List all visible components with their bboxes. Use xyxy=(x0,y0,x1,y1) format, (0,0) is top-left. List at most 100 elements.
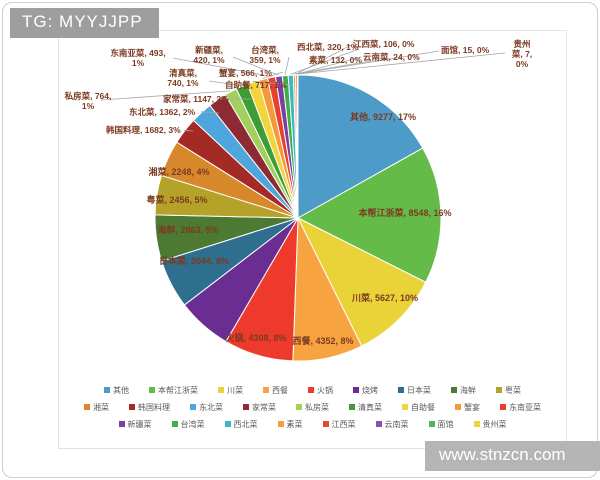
legend-item: 烧烤 xyxy=(353,385,378,396)
legend-label: 其他 xyxy=(113,385,129,395)
leader-line xyxy=(296,44,352,75)
data-label-inside: 本帮江浙菜, 8548, 16% xyxy=(358,208,452,218)
legend-swatch-icon xyxy=(84,404,90,410)
data-label-line: 清真菜, xyxy=(169,68,197,78)
leader-line xyxy=(294,60,372,75)
legend-swatch-icon xyxy=(473,421,480,427)
legend-swatch-icon xyxy=(322,421,329,427)
legend-item: 家常菜 xyxy=(243,402,276,413)
legend-label: 云南菜 xyxy=(384,419,409,429)
leader-line xyxy=(172,57,272,77)
legend-label: 素菜 xyxy=(286,419,303,429)
pie-chart xyxy=(100,44,506,362)
data-label-inside: 川菜, 5627, 10% xyxy=(351,293,419,303)
legend-item: 海鲜 xyxy=(451,385,476,396)
legend-item: 新疆菜 xyxy=(118,419,152,430)
legend-label: 清真菜 xyxy=(358,402,382,412)
data-label-outside: 家常菜, 1147, 2% xyxy=(163,94,229,104)
leader-line xyxy=(200,111,220,114)
data-label-outside: 清真菜, 740, 1% xyxy=(161,68,205,88)
data-label-line: 1% xyxy=(81,101,95,111)
data-label-outside: 东南亚菜, 493, 1% xyxy=(105,48,171,68)
legend-swatch-icon xyxy=(496,387,502,393)
legend-label: 东北菜 xyxy=(199,402,223,412)
legend-label: 西餐 xyxy=(272,385,288,395)
leader-line xyxy=(232,56,279,76)
legend-swatch-icon xyxy=(224,421,231,427)
data-label-outside: 蟹宴, 566, 1% xyxy=(219,68,272,78)
legend-swatch-icon xyxy=(218,387,224,393)
legend-label: 私房菜 xyxy=(305,402,329,412)
legend-item: 川菜 xyxy=(218,385,243,396)
data-label-inside: 海鲜, 2863, 5% xyxy=(157,225,219,235)
data-label-outside: 自助餐, 717, 1% xyxy=(225,80,287,90)
legend-item: 蟹宴 xyxy=(455,402,480,413)
data-label-line: 420, 1% xyxy=(193,55,225,65)
legend-swatch-icon xyxy=(455,404,461,410)
legend-swatch-icon xyxy=(296,404,302,410)
legend-swatch-icon xyxy=(190,404,196,410)
legend-label: 川菜 xyxy=(227,385,243,395)
legend-row: 湘菜 韩国料理 东北菜 家常菜 私房菜 清真菜 自助餐 蟹宴 东南亚菜 xyxy=(59,400,566,414)
legend-label: 湘菜 xyxy=(93,402,109,412)
leader-line xyxy=(290,48,360,75)
legend-swatch-icon xyxy=(129,404,135,410)
data-label-outside: 东北菜, 1362, 2% xyxy=(129,107,196,117)
legend-item: 面馆 xyxy=(428,419,454,430)
pie-slice xyxy=(296,216,427,347)
leader-line xyxy=(262,71,284,79)
data-label-inside: 日本菜, 3044, 6% xyxy=(158,256,230,266)
legend-label: 蟹宴 xyxy=(464,402,480,412)
data-label-outside: 新疆菜, 420, 1% xyxy=(187,45,231,65)
legend-item: 西北菜 xyxy=(224,419,258,430)
chart-frame: 其他, 9277, 17% 本帮江浙菜, 8548, 16% 川菜, 5627, 1… xyxy=(58,30,567,449)
legend-item: 私房菜 xyxy=(296,402,329,413)
legend-item: 台湾菜 xyxy=(171,419,205,430)
legend-label: 海鲜 xyxy=(460,385,476,395)
legend-swatch-icon xyxy=(451,387,457,393)
data-label-outside: 私房菜, 764, 1% xyxy=(61,91,115,111)
legend-label: 韩国料理 xyxy=(138,402,170,412)
data-label-inside: 湘菜, 2248, 4% xyxy=(148,167,210,177)
data-label-line: 贵州 xyxy=(513,39,531,49)
legend-swatch-icon xyxy=(500,404,506,410)
data-label-line: 359, 1% xyxy=(249,55,281,65)
legend-swatch-icon xyxy=(243,404,249,410)
data-label-inside: 西餐, 4352, 8% xyxy=(292,336,354,346)
watermark-badge: www.stnzcn.com xyxy=(425,441,600,472)
legend-swatch-icon xyxy=(402,404,408,410)
legend-label: 粤菜 xyxy=(505,385,521,395)
legend-label: 家常菜 xyxy=(252,402,276,412)
data-label-line: 私房菜, 764, xyxy=(64,91,112,101)
legend-label: 本帮江浙菜 xyxy=(158,385,198,395)
legend-label: 日本菜 xyxy=(407,385,431,395)
data-label-outside: 江西菜, 106, 0% xyxy=(353,39,415,49)
legend-item: 素菜 xyxy=(277,419,303,430)
legend-swatch-icon xyxy=(263,387,269,393)
data-label-line: 东南亚菜, 493, xyxy=(110,48,166,58)
legend-swatch-icon xyxy=(353,387,359,393)
legend-item: 自助餐 xyxy=(402,402,435,413)
legend-item: 粤菜 xyxy=(496,385,521,396)
legend-label: 东南亚菜 xyxy=(509,402,541,412)
legend-item: 东北菜 xyxy=(190,402,223,413)
legend-item: 本帮江浙菜 xyxy=(149,385,198,396)
leader-line xyxy=(284,56,290,75)
legend-label: 烧烤 xyxy=(362,385,378,395)
legend-label: 贵州菜 xyxy=(482,419,507,429)
leader-line xyxy=(183,129,194,132)
data-label-line: 740, 1% xyxy=(167,78,199,88)
legend-swatch-icon xyxy=(277,421,284,427)
data-label-line: 菜, 7, xyxy=(511,49,533,59)
data-label-outside: 台湾菜, 359, 1% xyxy=(243,45,287,65)
legend-swatch-icon xyxy=(171,421,178,427)
legend-item: 韩国料理 xyxy=(129,402,170,413)
legend-item: 清真菜 xyxy=(349,402,382,413)
legend-swatch-icon xyxy=(375,421,382,427)
legend-swatch-icon xyxy=(398,387,404,393)
data-label-line: 1% xyxy=(131,58,145,68)
leader-line xyxy=(297,56,362,75)
legend-swatch-icon xyxy=(349,404,355,410)
legend-item: 湘菜 xyxy=(84,402,109,413)
legend-label: 台湾菜 xyxy=(180,419,205,429)
